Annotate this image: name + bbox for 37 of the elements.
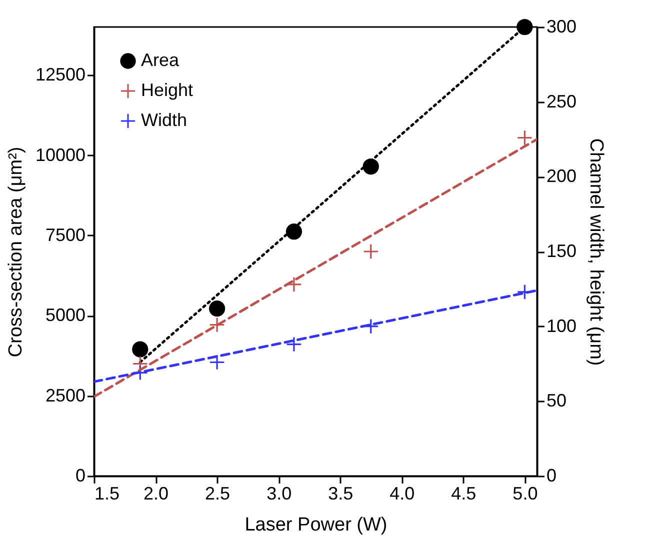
- y-tick-label: 10000: [35, 144, 86, 165]
- y-tick-label: 0: [75, 466, 86, 486]
- y2-tick-label: 0: [546, 466, 557, 486]
- y-tick-label: 12500: [35, 64, 86, 85]
- x-tick-label: 4.0: [390, 484, 415, 504]
- x-tick-label: 4.5: [451, 484, 476, 504]
- legend-label: Area: [141, 50, 180, 70]
- y2-tick-label: 100: [546, 316, 577, 336]
- x-tick-label: 3.5: [328, 484, 354, 504]
- y-axis-title: Cross-section area (μm²): [5, 146, 26, 358]
- x-tick-label: 3.0: [266, 484, 292, 504]
- point: [516, 130, 533, 146]
- legend-label: Height: [141, 80, 194, 100]
- y-tick-label: 7500: [45, 224, 86, 245]
- point: [132, 341, 148, 358]
- point: [208, 300, 226, 317]
- y2-tick-label: 250: [546, 91, 577, 112]
- x-axis-title: Laser Power (W): [244, 514, 388, 536]
- y2-tick-label: 150: [546, 241, 577, 261]
- legend-label: Width: [141, 110, 188, 130]
- x-tick-label: 2.0: [144, 484, 169, 504]
- x-tick-label: 1.5: [94, 484, 120, 504]
- y-tick-label: 5000: [45, 305, 86, 326]
- x-tick-label: 2.5: [205, 484, 230, 504]
- y2-tick-label: 200: [546, 166, 577, 186]
- point: [209, 316, 225, 333]
- point: [286, 336, 302, 352]
- point: [363, 244, 379, 260]
- x-tick-label: 5.0: [512, 484, 538, 504]
- y2-axis-title: Channel width, height (μm): [586, 138, 607, 366]
- y2-tick-label: 50: [546, 390, 567, 411]
- point: [286, 276, 302, 292]
- y2-tick-label: 300: [546, 16, 577, 36]
- point: [132, 364, 148, 381]
- point: [516, 18, 533, 36]
- y-tick-label: 2500: [45, 385, 86, 406]
- point: [209, 354, 225, 370]
